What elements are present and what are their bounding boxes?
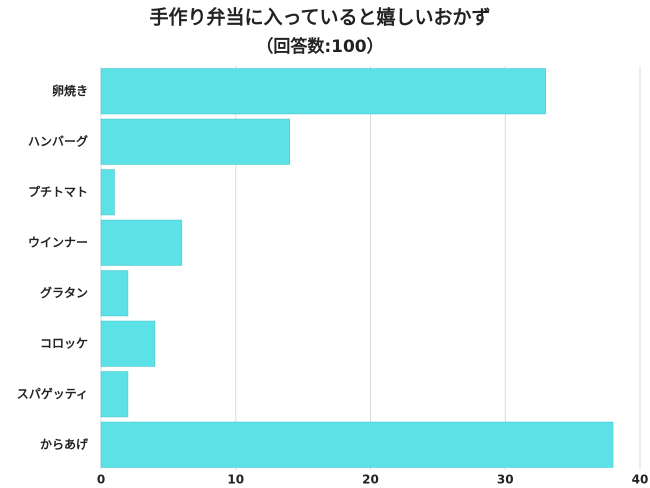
chart-title: 手作り弁当に入っていると嬉しいおかず bbox=[149, 6, 490, 29]
bar bbox=[100, 68, 546, 115]
bar bbox=[100, 169, 115, 216]
x-tick-label: 20 bbox=[362, 473, 379, 487]
bar bbox=[100, 421, 614, 468]
bar bbox=[100, 371, 129, 418]
x-tick-label: 0 bbox=[97, 473, 105, 487]
y-tick-label: プチトマト bbox=[28, 184, 88, 199]
y-tick-label: ウインナー bbox=[28, 235, 88, 249]
bar bbox=[100, 270, 129, 317]
x-tick-label: 30 bbox=[497, 473, 514, 487]
y-tick-label: コロッケ bbox=[40, 336, 88, 350]
bar bbox=[100, 118, 290, 165]
y-tick-label: からあげ bbox=[40, 436, 89, 451]
bar bbox=[100, 320, 156, 367]
y-tick-label: グラタン bbox=[40, 285, 88, 300]
y-tick-label: スパゲッティ bbox=[17, 386, 88, 401]
bar bbox=[100, 219, 183, 266]
x-tick-label: 10 bbox=[227, 473, 244, 487]
chart-subtitle: （回答数:100） bbox=[256, 36, 383, 57]
y-tick-label: ハンバーグ bbox=[28, 133, 88, 148]
x-tick-label: 40 bbox=[632, 473, 649, 487]
y-tick-label: 卵焼き bbox=[52, 83, 88, 98]
